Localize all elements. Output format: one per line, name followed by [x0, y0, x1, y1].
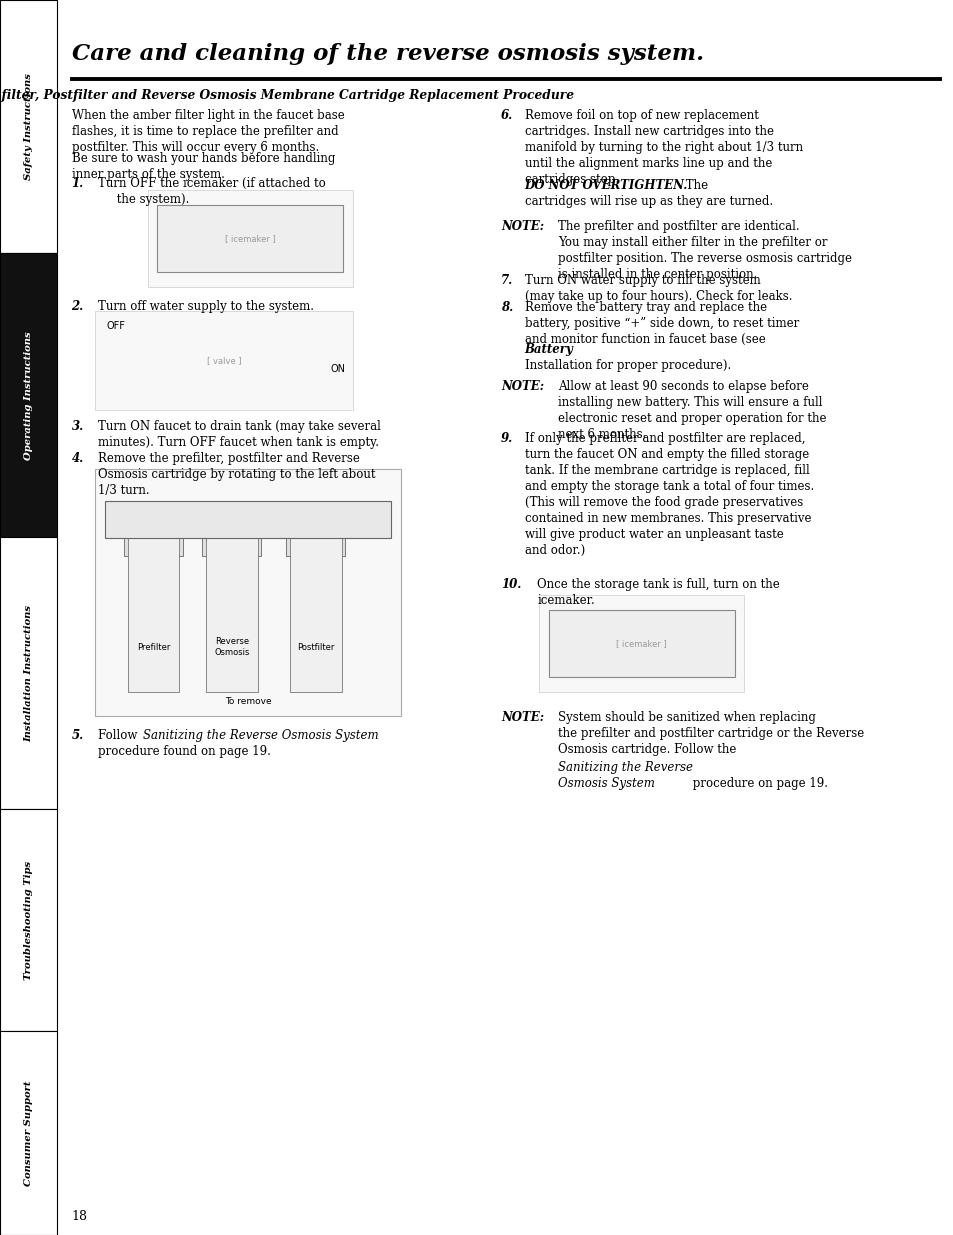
Text: OFF: OFF — [107, 321, 126, 331]
Text: Turn ON water supply to fill the system
(may take up to four hours). Check for l: Turn ON water supply to fill the system … — [524, 274, 791, 303]
Bar — [95, 469, 400, 716]
Text: 1.: 1. — [71, 177, 84, 190]
Text: Turn OFF the icemaker (if attached to
     the system).: Turn OFF the icemaker (if attached to th… — [98, 177, 326, 205]
Text: [ icemaker ]: [ icemaker ] — [616, 638, 666, 648]
Bar — [202, 538, 261, 556]
Bar — [105, 501, 391, 538]
Text: Consumer Support: Consumer Support — [24, 1081, 33, 1186]
Text: NOTE:: NOTE: — [500, 380, 543, 394]
Text: If only the prefilter and postfilter are replaced,
turn the faucet ON and empty : If only the prefilter and postfilter are… — [524, 432, 813, 557]
Bar — [128, 538, 179, 692]
Text: Remove the prefilter, postfilter and Reverse
Osmosis cartridge by rotating to th: Remove the prefilter, postfilter and Rev… — [98, 452, 375, 496]
Text: ON: ON — [330, 363, 345, 373]
Text: [ valve ]: [ valve ] — [207, 356, 241, 366]
Text: Osmosis System: Osmosis System — [558, 777, 655, 790]
Text: 8.: 8. — [500, 301, 513, 315]
Bar — [206, 538, 257, 692]
Bar — [95, 311, 353, 410]
Text: cartridges will rise up as they are turned.: cartridges will rise up as they are turn… — [524, 195, 772, 209]
Text: Sanitizing the Reverse Osmosis System: Sanitizing the Reverse Osmosis System — [143, 729, 378, 742]
Bar — [148, 190, 353, 287]
Text: Troubleshooting Tips: Troubleshooting Tips — [24, 861, 33, 979]
Text: Operating Instructions: Operating Instructions — [24, 331, 33, 459]
Text: System should be sanitized when replacing
the prefilter and postfilter cartridge: System should be sanitized when replacin… — [558, 711, 863, 756]
Bar — [538, 595, 743, 692]
Bar — [157, 205, 343, 272]
Text: 4.: 4. — [71, 452, 84, 466]
Text: procedure found on page 19.: procedure found on page 19. — [98, 745, 271, 758]
Text: [ icemaker ]: [ icemaker ] — [225, 233, 275, 243]
Text: Turn ON faucet to drain tank (may take several
minutes). Turn OFF faucet when ta: Turn ON faucet to drain tank (may take s… — [98, 420, 381, 448]
Text: DO NOT OVERTIGHTEN.: DO NOT OVERTIGHTEN. — [524, 179, 687, 193]
Text: Reverse
Osmosis: Reverse Osmosis — [213, 637, 250, 657]
Bar — [286, 538, 345, 556]
Bar — [548, 610, 734, 677]
Text: NOTE:: NOTE: — [500, 711, 543, 725]
Text: Turn off water supply to the system.: Turn off water supply to the system. — [98, 300, 314, 314]
Text: 5.: 5. — [71, 729, 84, 742]
Bar — [0, 0, 57, 253]
Bar — [0, 253, 57, 537]
Text: NOTE:: NOTE: — [500, 220, 543, 233]
Text: To remove: To remove — [225, 698, 271, 706]
Text: Sanitizing the Reverse: Sanitizing the Reverse — [558, 761, 693, 774]
Bar — [0, 537, 57, 809]
Text: 2.: 2. — [71, 300, 84, 314]
Text: 9.: 9. — [500, 432, 513, 446]
Bar — [0, 809, 57, 1031]
Text: 18: 18 — [71, 1210, 88, 1224]
Text: The: The — [681, 179, 707, 193]
Text: procedure on page 19.: procedure on page 19. — [688, 777, 827, 790]
Text: The prefilter and postfilter are identical.
You may install either filter in the: The prefilter and postfilter are identic… — [558, 220, 851, 280]
Text: Postfilter: Postfilter — [296, 642, 335, 652]
Text: Remove the battery tray and replace the
battery, positive “+” side down, to rese: Remove the battery tray and replace the … — [524, 301, 798, 346]
Text: Installation Instructions: Installation Instructions — [24, 605, 33, 741]
Text: Safety Instructions: Safety Instructions — [24, 73, 33, 180]
Text: Prefilter: Prefilter — [137, 642, 170, 652]
Text: 3.: 3. — [71, 420, 84, 433]
Text: Allow at least 90 seconds to elapse before
installing new battery. This will ens: Allow at least 90 seconds to elapse befo… — [558, 380, 825, 441]
Text: Prefilter, Postfilter and Reverse Osmosis Membrane Cartridge Replacement Procedu: Prefilter, Postfilter and Reverse Osmosi… — [0, 89, 574, 103]
Text: Care and cleaning of the reverse osmosis system.: Care and cleaning of the reverse osmosis… — [71, 43, 703, 65]
Text: Follow: Follow — [98, 729, 141, 742]
Text: Once the storage tank is full, turn on the
icemaker.: Once the storage tank is full, turn on t… — [537, 578, 779, 606]
Text: 6.: 6. — [500, 109, 513, 122]
Text: Be sure to wash your hands before handling
inner parts of the system.: Be sure to wash your hands before handli… — [71, 152, 335, 180]
Bar — [290, 538, 341, 692]
Bar — [0, 1031, 57, 1235]
Text: Installation for proper procedure).: Installation for proper procedure). — [524, 359, 730, 373]
Text: 10.: 10. — [500, 578, 520, 592]
Bar — [124, 538, 183, 556]
Text: Battery: Battery — [524, 343, 573, 357]
Text: Remove foil on top of new replacement
cartridges. Install new cartridges into th: Remove foil on top of new replacement ca… — [524, 109, 802, 185]
Text: 7.: 7. — [500, 274, 513, 288]
Text: When the amber filter light in the faucet base
flashes, it is time to replace th: When the amber filter light in the fauce… — [71, 109, 344, 153]
